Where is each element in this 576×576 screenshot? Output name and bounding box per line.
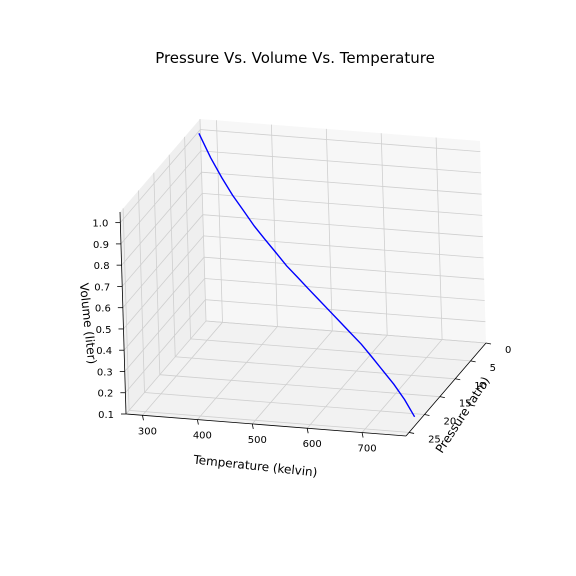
y-tick-mark [408, 432, 415, 434]
z-tick-label: 0.8 [94, 261, 110, 272]
z-tick-label: 0.5 [96, 325, 112, 336]
z-tick-label: 0.4 [96, 346, 112, 357]
y-tick-mark [455, 378, 461, 381]
floor-pane [126, 321, 486, 436]
y-tick-label: 5 [490, 363, 496, 374]
x-tick-label: 500 [248, 435, 267, 446]
x-tick-label: 400 [193, 431, 212, 442]
grid-line-z [119, 129, 481, 223]
x-tick-mark [196, 419, 199, 425]
y-tick-label: 10 [474, 381, 487, 392]
chart-title: Pressure Vs. Volume Vs. Temperature [155, 49, 435, 67]
z-tick-label: 0.2 [97, 389, 113, 400]
z-axis-line [119, 211, 127, 415]
y-tick-label: 0 [505, 345, 511, 356]
grid-line-z [125, 299, 486, 393]
z-axis-label: Volume (liter) [77, 282, 99, 365]
grid-line-z [123, 235, 484, 330]
grid-line-z [121, 192, 483, 287]
x-tick-mark [306, 428, 309, 434]
z-tick-label: 0.1 [98, 410, 114, 421]
grid-lines [119, 118, 487, 433]
x-tick-label: 600 [303, 439, 322, 450]
x-tick-mark [142, 415, 144, 421]
y-tick-label: 20 [443, 417, 456, 428]
back-pane [200, 119, 486, 343]
series-line-0 [198, 132, 416, 418]
grid-line-z [121, 171, 482, 266]
y-tick-mark [424, 414, 430, 416]
grid-line-z [120, 150, 481, 245]
z-tick-label: 0.3 [97, 367, 113, 378]
side-pane [120, 119, 206, 414]
data-series [198, 132, 416, 418]
x-tick-label: 300 [138, 426, 157, 437]
x-axis-line [125, 413, 407, 437]
z-tick-label: 0.6 [95, 304, 111, 315]
grid-line-z [125, 320, 487, 415]
z-tick-label: 1.0 [92, 219, 108, 230]
z-tick-label: 0.9 [93, 240, 109, 251]
x-axis-label: Temperature (kelvin) [192, 452, 318, 479]
y-tick-mark [470, 360, 476, 363]
y-tick-label: 25 [428, 434, 441, 445]
x-tick-mark [251, 423, 254, 430]
y-axis-line [405, 342, 487, 437]
x-tick-mark [361, 432, 364, 438]
y-tick-mark [485, 342, 492, 345]
x-tick-label: 700 [358, 444, 377, 455]
grid-line-z [124, 278, 485, 372]
grid-line-z [123, 256, 485, 351]
axes-panes [120, 119, 486, 436]
y-tick-label: 15 [459, 399, 472, 410]
z-tick-label: 0.7 [94, 282, 110, 293]
grid-line-z [122, 214, 483, 308]
axis-lines [119, 211, 487, 437]
y-tick-mark [439, 396, 445, 399]
